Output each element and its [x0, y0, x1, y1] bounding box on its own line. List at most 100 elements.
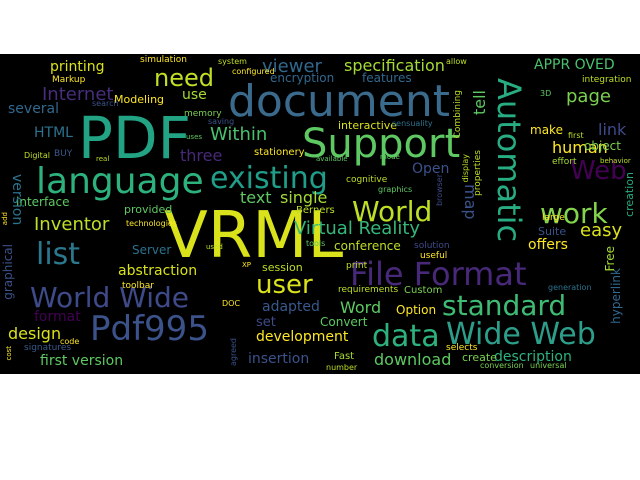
word-user: user: [256, 270, 313, 300]
word-requirements: requirements: [338, 285, 399, 295]
word-markup: Markup: [52, 75, 86, 85]
word-make: make: [530, 123, 563, 137]
word-interface: interface: [16, 195, 70, 209]
word-option: Option: [396, 303, 437, 317]
word-within: Within: [210, 124, 268, 145]
word-3d: 3D: [540, 89, 552, 98]
word-offers: offers: [528, 237, 568, 253]
word-web: Web: [570, 156, 627, 186]
word-server: Server: [132, 243, 172, 257]
word-vrml: VRML: [164, 199, 344, 273]
word-tools: tools: [306, 239, 326, 248]
word-digital: Digital: [24, 151, 50, 160]
word-description: description: [494, 349, 572, 365]
word-adapted: adapted: [262, 299, 320, 315]
word-agreed: agreed: [229, 338, 238, 367]
word-saving: saving: [208, 117, 235, 126]
word-configured: configured: [232, 67, 275, 76]
word-real: real: [96, 155, 110, 163]
word-modeling: Modeling: [114, 93, 165, 106]
word-signatures: signatures: [24, 343, 72, 353]
word-version: version: [9, 174, 25, 226]
word-custom: Custom: [404, 285, 443, 296]
word-object: object: [584, 139, 621, 153]
word-wide-web: Wide Web: [446, 317, 596, 352]
word-effort: effort: [552, 157, 577, 167]
word-technologies: technologies: [126, 219, 177, 228]
word-world-wide: World Wide: [30, 281, 189, 314]
word-behavior: behavior: [600, 157, 631, 165]
word-map: map: [461, 184, 480, 220]
word-link: link: [598, 120, 627, 139]
word-existing: existing: [210, 161, 328, 196]
word-properties: properties: [473, 150, 483, 196]
word-sensuality: sensuality: [392, 119, 433, 128]
word-need: need: [154, 64, 214, 92]
word-uses: uses: [186, 133, 203, 141]
word-encryption: encryption: [270, 71, 335, 85]
word-generation: generation: [548, 283, 592, 292]
word-support: Support: [302, 121, 461, 167]
word-memory: memory: [184, 109, 222, 119]
word-allow: allow: [446, 57, 467, 66]
word-doc: DOC: [222, 299, 241, 308]
word-large: large: [542, 213, 565, 223]
word-list: list: [36, 237, 81, 272]
word-combining: Combining: [453, 90, 463, 139]
word-conversion: conversion: [480, 361, 524, 370]
word-html: HTML: [34, 125, 73, 141]
word-useful: useful: [420, 251, 448, 261]
word-pdf: PDF: [78, 104, 191, 172]
word-download: download: [374, 350, 452, 369]
word-page: page: [566, 86, 611, 107]
word-several: several: [8, 101, 60, 117]
word-features: features: [362, 71, 412, 85]
word-available: available: [316, 155, 348, 163]
word-set: set: [256, 315, 276, 330]
word-tell: tell: [470, 90, 489, 116]
word-appr-oved: APPR OVED: [534, 57, 615, 73]
word-toolbar: toolbar: [122, 281, 154, 291]
word-use: use: [182, 87, 207, 103]
word-three: three: [180, 146, 223, 165]
word-easy: easy: [580, 220, 623, 241]
word-virtual-reality: Virtual Reality: [294, 218, 421, 239]
word-open: Open: [412, 161, 450, 177]
word-mode: mode: [380, 153, 400, 161]
word-graphics: graphics: [378, 185, 413, 194]
word-integration: integration: [582, 75, 632, 85]
word-world: World: [352, 195, 433, 228]
word-single: single: [280, 188, 328, 207]
word-document: document: [228, 76, 450, 127]
word-interactive: interactive: [338, 119, 398, 132]
word-convert: Convert: [320, 315, 368, 329]
word-system: system: [218, 57, 247, 66]
word-internet: Internet: [42, 84, 114, 105]
word-work: work: [540, 197, 608, 230]
word-berners: Berners: [296, 205, 335, 216]
word-solution: solution: [414, 241, 450, 251]
word-format: format: [34, 309, 81, 325]
word-printing: printing: [50, 59, 105, 75]
word-development: development: [256, 329, 349, 345]
word-provided: provided: [124, 203, 173, 216]
word-cost: cost: [5, 346, 13, 361]
word-free: Free: [603, 246, 617, 272]
word-automatic: Automatic: [490, 78, 528, 243]
word-word: Word: [340, 298, 382, 317]
word-add: add: [1, 212, 9, 226]
word-print: print: [346, 261, 368, 271]
word-cognitive: cognitive: [346, 175, 388, 185]
word-creation: creation: [623, 172, 636, 217]
word-browser: browser: [435, 174, 444, 207]
word-buy: BUY: [54, 149, 73, 159]
word-display: display: [461, 154, 470, 183]
word-design: design: [8, 324, 62, 343]
word-first: first: [568, 131, 584, 140]
word-specification: specification: [344, 56, 445, 75]
word-standard: standard: [442, 289, 567, 322]
word-graphical: graphical: [1, 244, 15, 300]
word-conference: conference: [334, 239, 401, 253]
word-abstraction: abstraction: [118, 263, 198, 279]
word-pdf995: Pdf995: [90, 309, 209, 349]
